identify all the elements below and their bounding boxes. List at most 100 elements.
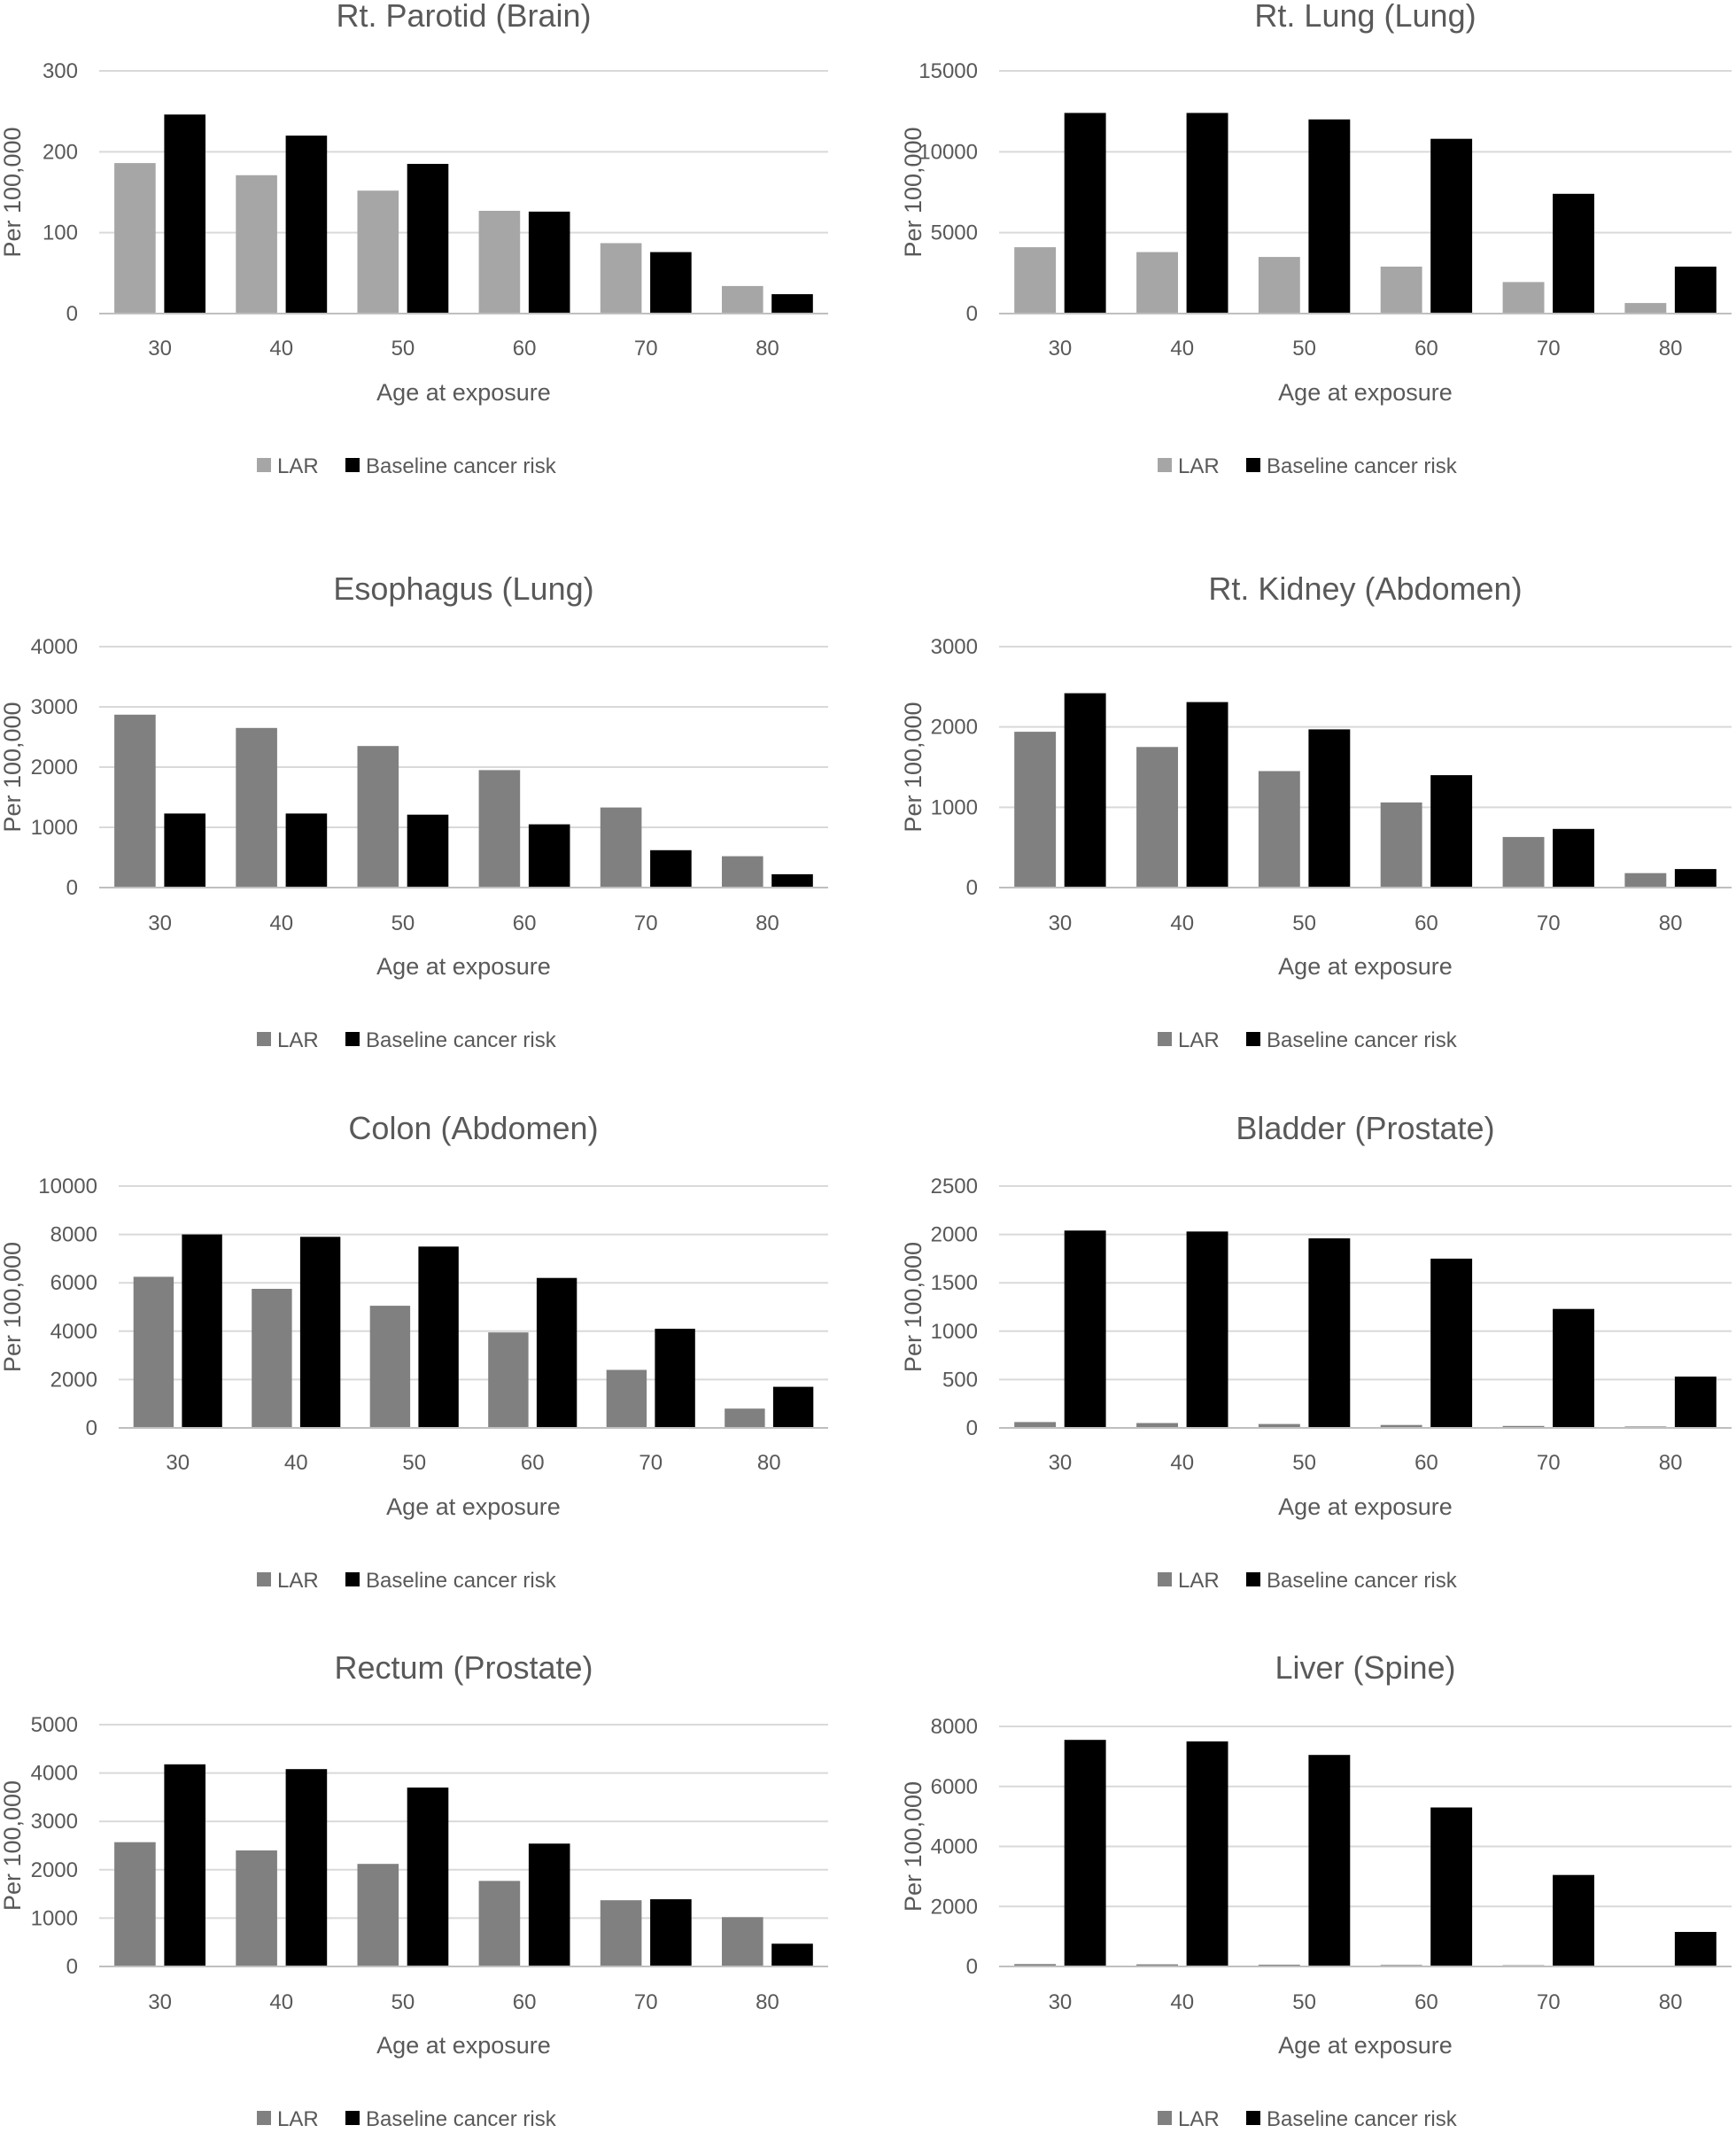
bar-lar-50 bbox=[1258, 1423, 1300, 1428]
bar-baseline-70 bbox=[650, 252, 692, 314]
chart-title: Colon (Abdomen) bbox=[348, 1110, 598, 1146]
bar-lar-50 bbox=[369, 1306, 411, 1428]
bar-lar-40 bbox=[1136, 252, 1178, 314]
legend-label: LAR bbox=[277, 2107, 319, 2129]
x-axis-label: Age at exposure bbox=[386, 1493, 561, 1520]
x-tick-label: 30 bbox=[1049, 1451, 1073, 1475]
y-tick-label: 6000 bbox=[50, 1271, 97, 1295]
bar-baseline-40 bbox=[1186, 1741, 1228, 1966]
y-tick-label: 10000 bbox=[918, 140, 978, 164]
bar-lar-30 bbox=[1014, 1964, 1057, 1966]
y-tick-label: 1000 bbox=[931, 795, 978, 819]
x-tick-label: 60 bbox=[521, 1451, 545, 1475]
bar-baseline-50 bbox=[418, 1246, 459, 1429]
bar-baseline-80 bbox=[1674, 1377, 1717, 1428]
bar-baseline-40 bbox=[285, 1769, 328, 1966]
x-tick-label: 60 bbox=[513, 911, 537, 935]
y-tick-label: 1000 bbox=[31, 1906, 78, 1930]
bar-baseline-80 bbox=[772, 1386, 814, 1428]
y-tick-label: 2000 bbox=[50, 1368, 97, 1392]
bar-baseline-80 bbox=[771, 294, 813, 314]
bar-lar-50 bbox=[1258, 771, 1300, 888]
bar-lar-70 bbox=[606, 1369, 647, 1428]
bar-lar-50 bbox=[1258, 257, 1300, 314]
bar-lar-80 bbox=[722, 856, 763, 888]
x-tick-label: 50 bbox=[1292, 337, 1316, 361]
bar-lar-60 bbox=[1380, 267, 1422, 314]
y-tick-label: 10000 bbox=[38, 1175, 97, 1198]
x-tick-label: 80 bbox=[1659, 337, 1683, 361]
y-tick-label: 300 bbox=[43, 59, 78, 83]
y-tick-label: 4000 bbox=[31, 635, 78, 659]
bar-lar-30 bbox=[133, 1276, 174, 1428]
x-tick-label: 50 bbox=[391, 1990, 415, 2014]
x-tick-label: 30 bbox=[1049, 1990, 1073, 2014]
bar-baseline-70 bbox=[650, 1899, 692, 1966]
bar-lar-30 bbox=[1014, 247, 1057, 314]
legend-swatch-lar bbox=[1158, 2111, 1172, 2125]
legend-swatch-baseline bbox=[1246, 2111, 1260, 2125]
bar-baseline-80 bbox=[1674, 869, 1717, 888]
y-tick-label: 15000 bbox=[918, 59, 978, 83]
y-axis-label: Per 100,000 bbox=[900, 1242, 926, 1372]
y-tick-label: 1000 bbox=[931, 1320, 978, 1344]
y-axis-label: Per 100,000 bbox=[0, 127, 26, 257]
x-tick-label: 70 bbox=[634, 1990, 658, 2014]
bar-baseline-70 bbox=[1553, 1308, 1594, 1428]
bar-baseline-70 bbox=[1553, 1874, 1594, 1966]
bar-lar-60 bbox=[488, 1332, 529, 1428]
bar-baseline-70 bbox=[655, 1329, 695, 1428]
legend-label: Baseline cancer risk bbox=[366, 454, 557, 478]
y-tick-label: 0 bbox=[966, 1416, 978, 1440]
x-tick-label: 50 bbox=[1292, 911, 1316, 935]
x-tick-label: 80 bbox=[757, 1451, 781, 1475]
bar-lar-80 bbox=[725, 1408, 765, 1428]
bar-lar-60 bbox=[478, 770, 521, 888]
y-axis-label: Per 100,000 bbox=[0, 1780, 26, 1911]
x-axis-label: Age at exposure bbox=[1278, 953, 1453, 980]
x-axis-label: Age at exposure bbox=[376, 953, 551, 980]
chart-title: Rectum (Prostate) bbox=[334, 1649, 593, 1686]
x-tick-label: 80 bbox=[1659, 1990, 1683, 2014]
y-tick-label: 500 bbox=[942, 1368, 978, 1392]
legend-label: LAR bbox=[277, 1028, 319, 1052]
chart-title: Rt. Parotid (Brain) bbox=[336, 0, 591, 34]
legend-label: LAR bbox=[277, 454, 319, 478]
x-axis-label: Age at exposure bbox=[376, 379, 551, 406]
legend-label: Baseline cancer risk bbox=[366, 1569, 557, 1593]
bar-lar-50 bbox=[357, 746, 399, 888]
bar-baseline-50 bbox=[1308, 1238, 1351, 1428]
y-tick-label: 8000 bbox=[931, 1715, 978, 1739]
y-tick-label: 2000 bbox=[931, 1223, 978, 1247]
y-tick-label: 0 bbox=[66, 1955, 78, 1979]
bar-lar-40 bbox=[1136, 1964, 1178, 1966]
bar-lar-40 bbox=[1136, 747, 1178, 888]
bar-lar-70 bbox=[600, 807, 642, 888]
bar-baseline-50 bbox=[1308, 1755, 1351, 1966]
y-tick-label: 4000 bbox=[50, 1320, 97, 1344]
legend-label: LAR bbox=[1178, 454, 1220, 478]
legend-swatch-lar bbox=[257, 1572, 271, 1586]
y-axis-label: Per 100,000 bbox=[900, 127, 926, 257]
bar-baseline-40 bbox=[299, 1237, 341, 1428]
bar-lar-30 bbox=[1014, 732, 1057, 888]
x-tick-label: 50 bbox=[1292, 1990, 1316, 2014]
legend-swatch-baseline bbox=[1246, 458, 1260, 472]
y-tick-label: 3000 bbox=[31, 1810, 78, 1834]
x-tick-label: 40 bbox=[284, 1451, 308, 1475]
bar-baseline-60 bbox=[1430, 1258, 1473, 1428]
legend-swatch-lar bbox=[1158, 458, 1172, 472]
x-axis-label: Age at exposure bbox=[1278, 2032, 1453, 2059]
chart-title: Liver (Spine) bbox=[1275, 1649, 1455, 1686]
bar-lar-40 bbox=[236, 1850, 277, 1966]
bar-baseline-30 bbox=[164, 1764, 205, 1966]
x-tick-label: 60 bbox=[1414, 337, 1438, 361]
bar-baseline-80 bbox=[1674, 1932, 1717, 1966]
x-tick-label: 70 bbox=[1537, 337, 1561, 361]
y-axis-label: Per 100,000 bbox=[900, 702, 926, 832]
legend-swatch-lar bbox=[1158, 1572, 1172, 1586]
chart-panel-7: Rectum (Prostate) 0 1000 2000 3000 4000 5000 30… bbox=[0, 1649, 828, 2131]
y-tick-label: 8000 bbox=[50, 1223, 97, 1247]
chart-title: Bladder (Prostate) bbox=[1236, 1110, 1494, 1146]
